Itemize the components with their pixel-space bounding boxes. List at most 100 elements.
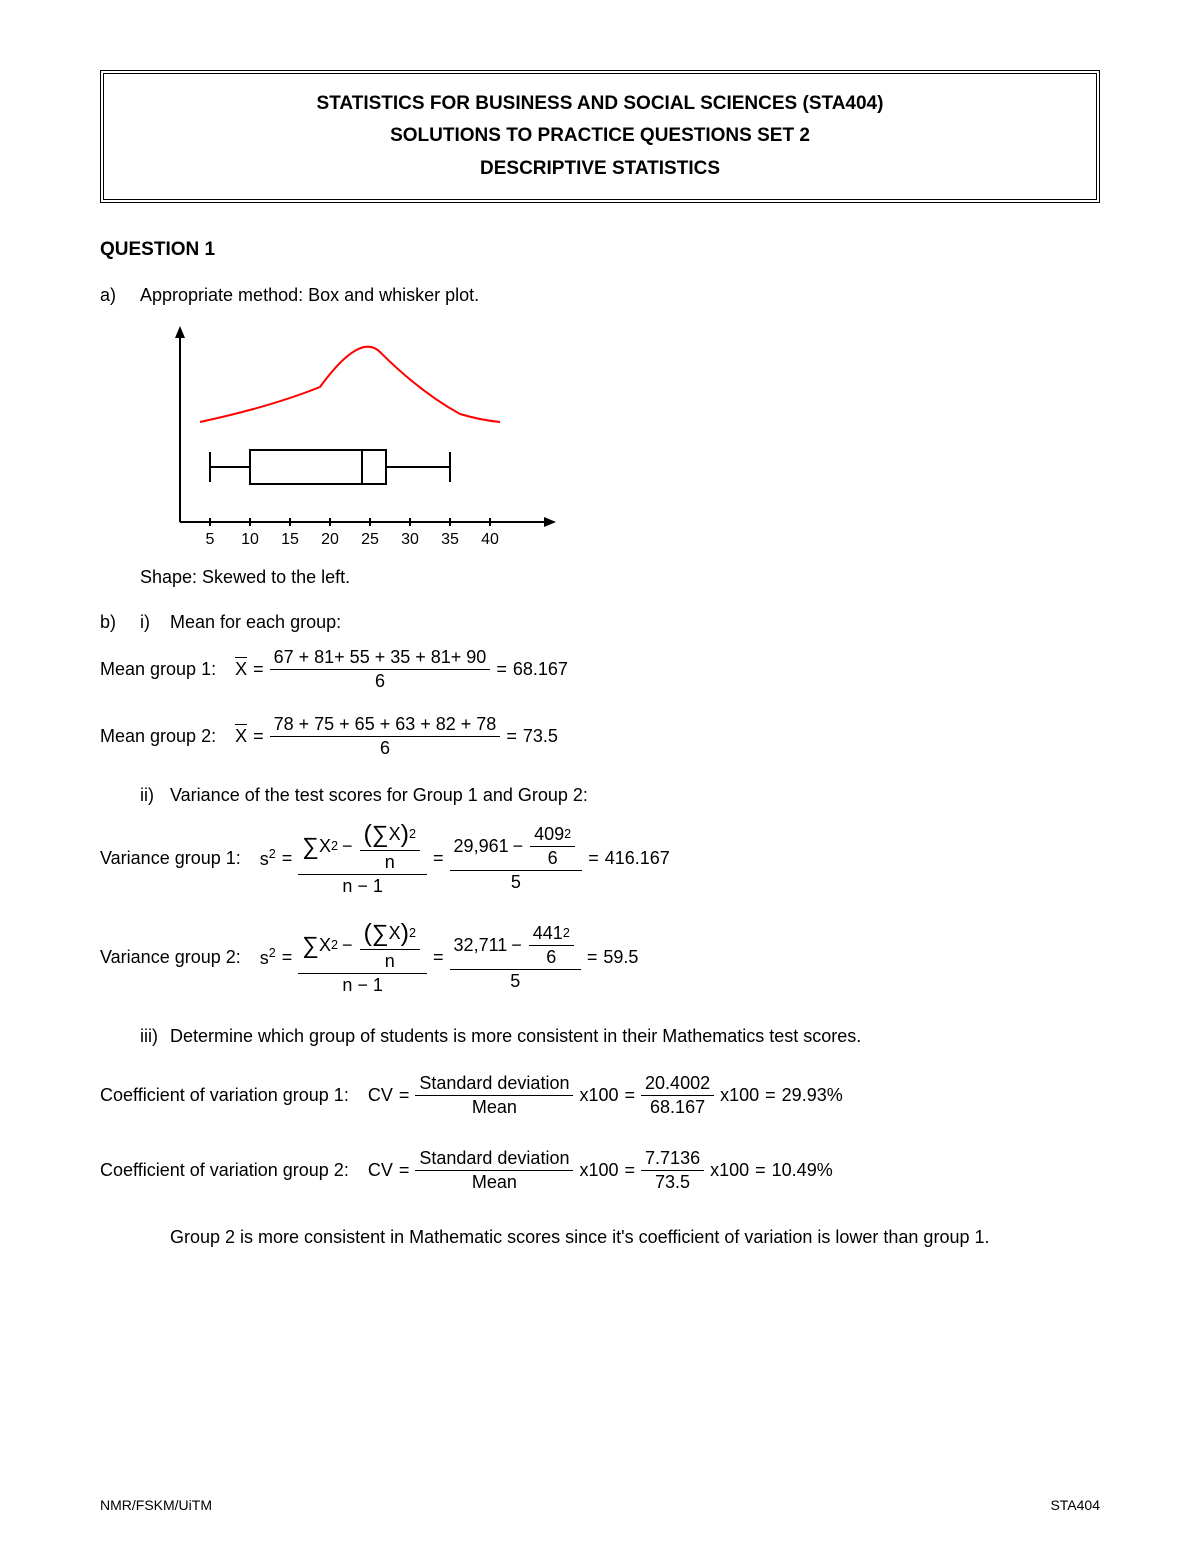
denominator: 6 xyxy=(371,670,389,692)
result-value: 29.93% xyxy=(782,1085,843,1106)
boxplot-svg: 5 10 15 20 25 30 35 40 xyxy=(150,322,570,552)
variance-group-1: Variance group 1: s2 = ∑X2 − (∑X)2 n n −… xyxy=(100,820,1100,897)
var2-equation: s2 = ∑X2 − (∑X)2 n n − 1 = 32,711 − xyxy=(257,919,642,996)
equals-sign: = xyxy=(253,726,264,747)
numerator: Standard deviation xyxy=(415,1148,573,1171)
part-a-label: a) xyxy=(100,285,140,306)
svg-text:35: 35 xyxy=(441,531,459,548)
fraction: 67 + 81+ 55 + 35 + 81+ 90 6 xyxy=(270,647,491,692)
var1-label: Variance group 1: xyxy=(100,848,241,869)
numerator: 32,711 − 4412 6 xyxy=(450,923,581,970)
svg-text:5: 5 xyxy=(206,531,215,548)
part-b-ii-row: ii) Variance of the test scores for Grou… xyxy=(100,785,1100,806)
numerator: 78 + 75 + 65 + 63 + 82 + 78 xyxy=(270,714,501,737)
numeric-fraction: 29,961 − 4092 6 5 xyxy=(450,824,583,893)
result-value: 73.5 xyxy=(523,726,558,747)
title-line-2: SOLUTIONS TO PRACTICE QUESTIONS SET 2 xyxy=(114,120,1086,152)
result-value: 68.167 xyxy=(513,659,568,680)
title-line-1: STATISTICS FOR BUSINESS AND SOCIAL SCIEN… xyxy=(114,88,1086,120)
svg-text:30: 30 xyxy=(401,531,419,548)
denominator: 5 xyxy=(507,871,525,893)
svg-text:40: 40 xyxy=(481,531,499,548)
cv-symbol: CV xyxy=(368,1085,393,1106)
title-box: STATISTICS FOR BUSINESS AND SOCIAL SCIEN… xyxy=(100,70,1100,203)
inner-fraction: 4092 6 xyxy=(530,824,575,869)
result-value: 59.5 xyxy=(603,947,638,968)
result-value: 416.167 xyxy=(605,848,670,869)
conclusion-text: Group 2 is more consistent in Mathematic… xyxy=(170,1227,1100,1248)
equals-sign: = xyxy=(625,1085,636,1106)
cv1-equation: CV = Standard deviation Mean x100 = 20.4… xyxy=(365,1073,846,1118)
denominator: n − 1 xyxy=(338,875,387,897)
part-a-row: a) Appropriate method: Box and whisker p… xyxy=(100,285,1100,306)
equals-sign: = xyxy=(433,848,444,869)
page-footer: NMR/FSKM/UiTM STA404 xyxy=(100,1497,1100,1513)
part-b-ii-heading: Variance of the test scores for Group 1 … xyxy=(170,785,1100,806)
equals-sign: = xyxy=(506,726,517,747)
s-squared: s2 xyxy=(260,847,276,870)
page: STATISTICS FOR BUSINESS AND SOCIAL SCIEN… xyxy=(0,0,1200,1553)
times-100: x100 xyxy=(720,1085,759,1106)
mean-group-1: Mean group 1: X = 67 + 81+ 55 + 35 + 81+… xyxy=(100,647,1100,692)
equals-sign: = xyxy=(433,947,444,968)
part-a-text: Appropriate method: Box and whisker plot… xyxy=(140,285,1100,306)
s-squared: s2 xyxy=(260,946,276,969)
equals-sign: = xyxy=(765,1085,776,1106)
variance-group-2: Variance group 2: s2 = ∑X2 − (∑X)2 n n −… xyxy=(100,919,1100,996)
variance-formula-fraction: ∑X2 − (∑X)2 n n − 1 xyxy=(298,919,427,996)
numeric-fraction: 32,711 − 4412 6 5 xyxy=(450,923,581,992)
inner-fraction: (∑X)2 n xyxy=(360,919,421,972)
times-100: x100 xyxy=(710,1160,749,1181)
equals-sign: = xyxy=(399,1085,410,1106)
fraction: Standard deviation Mean xyxy=(415,1148,573,1193)
spacer xyxy=(100,785,140,806)
denominator: 68.167 xyxy=(646,1096,709,1118)
denominator: 6 xyxy=(376,737,394,759)
cv-group-1: Coefficient of variation group 1: CV = S… xyxy=(100,1073,1100,1118)
cv-symbol: CV xyxy=(368,1160,393,1181)
fraction: 78 + 75 + 65 + 63 + 82 + 78 6 xyxy=(270,714,501,759)
svg-text:15: 15 xyxy=(281,531,299,548)
var2-label: Variance group 2: xyxy=(100,947,241,968)
cv2-label: Coefficient of variation group 2: xyxy=(100,1160,349,1181)
cv1-label: Coefficient of variation group 1: xyxy=(100,1085,349,1106)
question-heading: QUESTION 1 xyxy=(100,239,1100,261)
mean-group-2: Mean group 2: X = 78 + 75 + 65 + 63 + 82… xyxy=(100,714,1100,759)
mean1-label: Mean group 1: xyxy=(100,659,216,680)
denominator: Mean xyxy=(468,1096,521,1118)
equals-sign: = xyxy=(282,947,293,968)
result-value: 10.49% xyxy=(772,1160,833,1181)
cv2-equation: CV = Standard deviation Mean x100 = 7.71… xyxy=(365,1148,836,1193)
numerator: 7.7136 xyxy=(641,1148,704,1171)
equals-sign: = xyxy=(587,947,598,968)
title-line-3: DESCRIPTIVE STATISTICS xyxy=(114,153,1086,185)
variance-formula-fraction: ∑X2 − (∑X)2 n n − 1 xyxy=(298,820,427,897)
numerator: 67 + 81+ 55 + 35 + 81+ 90 xyxy=(270,647,491,670)
mean1-equation: X = 67 + 81+ 55 + 35 + 81+ 90 6 = 68.167 xyxy=(232,647,571,692)
numerator: 29,961 − 4092 6 xyxy=(450,824,583,871)
shape-text: Shape: Skewed to the left. xyxy=(140,567,1100,588)
mean2-label: Mean group 2: xyxy=(100,726,216,747)
xbar-symbol: X xyxy=(235,659,247,680)
fraction: 20.4002 68.167 xyxy=(641,1073,714,1118)
equals-sign: = xyxy=(588,848,599,869)
denominator: Mean xyxy=(468,1171,521,1193)
svg-text:25: 25 xyxy=(361,531,379,548)
part-b-i-label: i) xyxy=(140,612,170,633)
numerator: ∑X2 − (∑X)2 n xyxy=(298,919,427,974)
footer-right: STA404 xyxy=(1050,1497,1100,1513)
fraction: Standard deviation Mean xyxy=(415,1073,573,1118)
equals-sign: = xyxy=(755,1160,766,1181)
equals-sign: = xyxy=(625,1160,636,1181)
inner-fraction: (∑X)2 n xyxy=(360,820,421,873)
inner-fraction: 4412 6 xyxy=(529,923,574,968)
svg-text:20: 20 xyxy=(321,531,339,548)
numerator: ∑X2 − (∑X)2 n xyxy=(298,820,427,875)
part-b-iii-row: iii) Determine which group of students i… xyxy=(100,1026,1100,1047)
var1-equation: s2 = ∑X2 − (∑X)2 n n − 1 = 29,961 − xyxy=(257,820,673,897)
cv-group-2: Coefficient of variation group 2: CV = S… xyxy=(100,1148,1100,1193)
numerator: Standard deviation xyxy=(415,1073,573,1096)
part-b-iii-label: iii) xyxy=(140,1026,170,1047)
boxplot-figure: 5 10 15 20 25 30 35 40 xyxy=(150,322,1100,557)
times-100: x100 xyxy=(579,1085,618,1106)
